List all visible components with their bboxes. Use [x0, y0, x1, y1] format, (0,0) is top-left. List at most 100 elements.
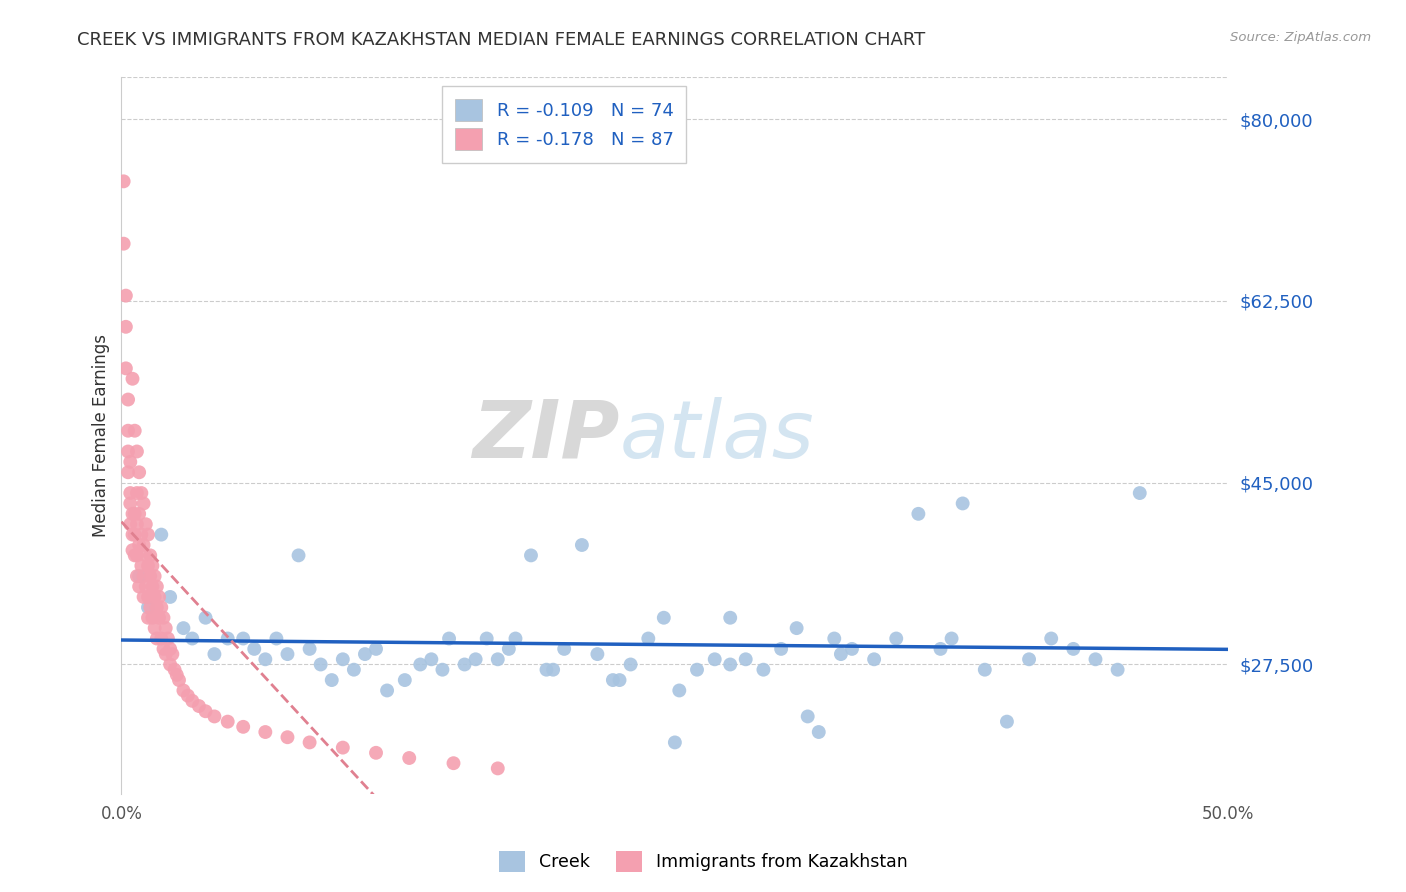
Point: [668, 683, 690, 698]
Point: [148, 590, 170, 604]
Point: [124, 507, 146, 521]
Point: [973, 663, 995, 677]
Point: [786, 621, 808, 635]
Point: [117, 392, 139, 407]
Point: [136, 527, 159, 541]
Point: [115, 288, 138, 302]
Legend: R = -0.109   N = 74, R = -0.178   N = 87: R = -0.109 N = 74, R = -0.178 N = 87: [443, 87, 686, 163]
Point: [520, 549, 543, 563]
Point: [152, 611, 174, 625]
Point: [141, 611, 163, 625]
Point: [375, 683, 398, 698]
Point: [135, 517, 157, 532]
Point: [128, 580, 150, 594]
Point: [172, 621, 194, 635]
Point: [432, 663, 454, 677]
Point: [770, 641, 793, 656]
Point: [155, 621, 177, 635]
Point: [343, 663, 366, 677]
Point: [139, 549, 162, 563]
Point: [254, 725, 277, 739]
Point: [128, 507, 150, 521]
Point: [131, 486, 153, 500]
Point: [995, 714, 1018, 729]
Point: [132, 538, 155, 552]
Point: [718, 611, 741, 625]
Point: [553, 641, 575, 656]
Legend: Creek, Immigrants from Kazakhstan: Creek, Immigrants from Kazakhstan: [492, 844, 914, 879]
Point: [637, 632, 659, 646]
Point: [536, 663, 558, 677]
Point: [125, 517, 148, 532]
Point: [437, 632, 460, 646]
Point: [125, 486, 148, 500]
Point: [734, 652, 756, 666]
Point: [120, 486, 142, 500]
Point: [125, 444, 148, 458]
Point: [128, 465, 150, 479]
Point: [823, 632, 845, 646]
Point: [125, 569, 148, 583]
Point: [830, 647, 852, 661]
Point: [841, 641, 863, 656]
Point: [1107, 663, 1129, 677]
Point: [602, 673, 624, 687]
Point: [156, 632, 179, 646]
Point: [159, 641, 181, 656]
Point: [124, 527, 146, 541]
Point: [136, 590, 159, 604]
Point: [194, 611, 217, 625]
Point: [148, 611, 170, 625]
Point: [609, 673, 631, 687]
Point: [217, 714, 239, 729]
Point: [131, 527, 153, 541]
Point: [150, 632, 173, 646]
Point: [276, 730, 298, 744]
Text: atlas: atlas: [620, 397, 814, 475]
Point: [136, 611, 159, 625]
Point: [232, 632, 254, 646]
Point: [115, 319, 138, 334]
Point: [718, 657, 741, 672]
Point: [121, 507, 143, 521]
Point: [443, 756, 465, 771]
Point: [112, 236, 135, 251]
Point: [1040, 632, 1063, 646]
Point: [155, 647, 177, 661]
Point: [143, 569, 166, 583]
Point: [143, 590, 166, 604]
Point: [276, 647, 298, 661]
Point: [162, 647, 184, 661]
Point: [486, 761, 509, 775]
Point: [172, 683, 194, 698]
Point: [121, 372, 143, 386]
Point: [128, 569, 150, 583]
Point: [128, 538, 150, 552]
Point: [243, 641, 266, 656]
Point: [135, 549, 157, 563]
Text: Source: ZipAtlas.com: Source: ZipAtlas.com: [1230, 31, 1371, 45]
Point: [498, 641, 520, 656]
Point: [796, 709, 818, 723]
Point: [475, 632, 498, 646]
Text: CREEK VS IMMIGRANTS FROM KAZAKHSTAN MEDIAN FEMALE EARNINGS CORRELATION CHART: CREEK VS IMMIGRANTS FROM KAZAKHSTAN MEDI…: [77, 31, 925, 49]
Point: [486, 652, 509, 666]
Point: [232, 720, 254, 734]
Point: [332, 740, 354, 755]
Point: [146, 600, 169, 615]
Point: [571, 538, 593, 552]
Point: [952, 496, 974, 510]
Point: [146, 580, 169, 594]
Point: [541, 663, 564, 677]
Point: [146, 632, 169, 646]
Point: [124, 549, 146, 563]
Point: [807, 725, 830, 739]
Point: [166, 668, 188, 682]
Point: [115, 361, 138, 376]
Point: [884, 632, 907, 646]
Point: [1084, 652, 1107, 666]
Point: [167, 673, 190, 687]
Point: [1062, 641, 1084, 656]
Point: [420, 652, 443, 666]
Point: [131, 558, 153, 573]
